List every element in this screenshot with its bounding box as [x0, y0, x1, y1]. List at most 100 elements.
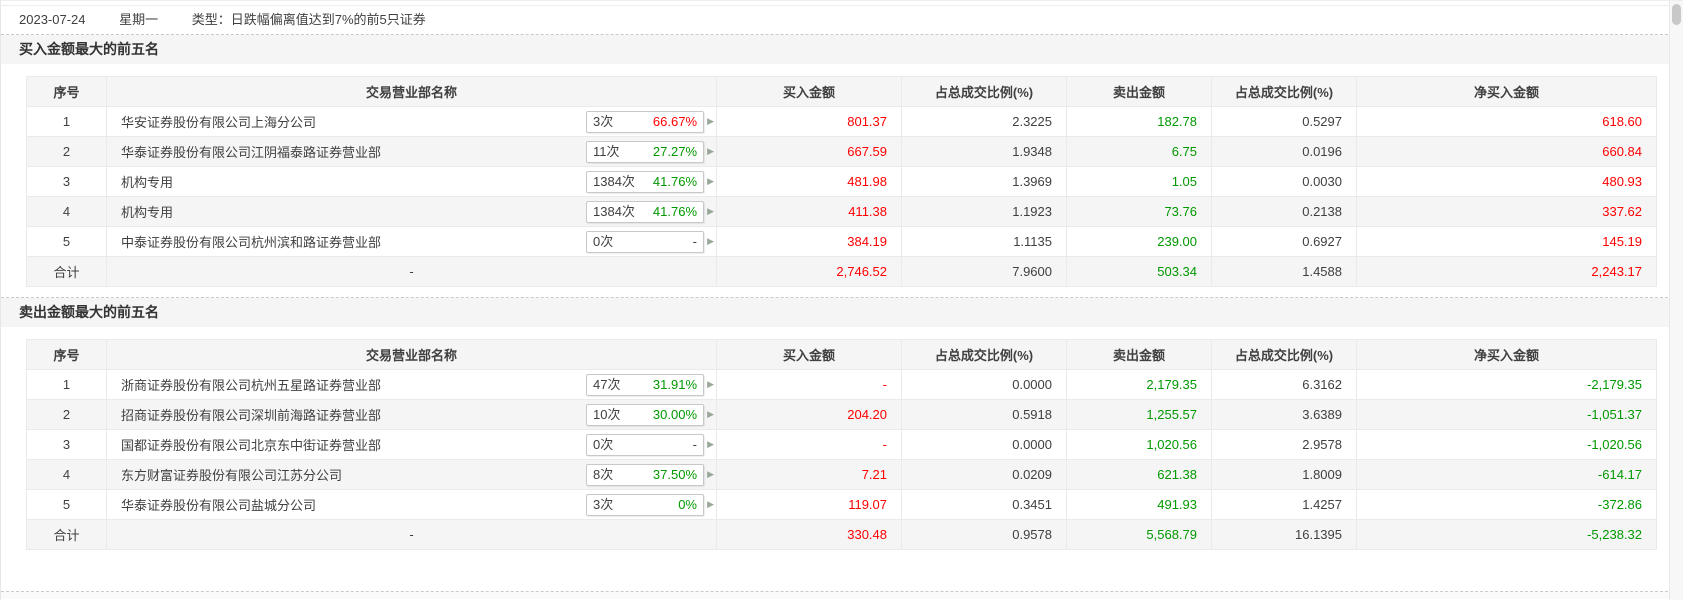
table-row: 5 中泰证券股份有限公司杭州滨和路证券营业部 0次 - ▶ 384.19 1.1135 239…: [26, 226, 1657, 257]
sell-table: 序号 交易营业部名称 买入金额 占总成交比例(%) 卖出金额 占总成交比例(%) 净买入金额…: [26, 339, 1657, 550]
badge-count: 0次: [593, 436, 614, 452]
net-amount-cell: -614.17: [1356, 459, 1657, 490]
badge-arrow-icon: ▶: [707, 145, 714, 156]
buy-amount-cell: 481.98: [716, 166, 902, 197]
sell-amount-cell: 5,568.79: [1066, 519, 1212, 550]
bottom-strip: [1, 592, 1683, 599]
badge-arrow-icon: ▶: [707, 205, 714, 216]
header-row: 序号 交易营业部名称 买入金额 占总成交比例(%) 卖出金额 占总成交比例(%) 净买入金额: [26, 339, 1657, 370]
buy-ratio-cell: 0.0209: [901, 459, 1067, 490]
appearance-count-badge[interactable]: 8次 37.50%: [586, 463, 704, 486]
sell-ratio-cell: 0.2138: [1211, 196, 1357, 227]
sell-amount-cell: 2,179.35: [1066, 369, 1212, 400]
sell-ratio-cell: 0.0030: [1211, 166, 1357, 197]
column-header: 序号: [26, 76, 107, 107]
buy-ratio-cell: 1.1135: [901, 226, 1067, 257]
badge-percent: 31.91%: [652, 376, 697, 392]
section-title-sell: 卖出金额最大的前五名: [1, 298, 1683, 327]
scrollbar-thumb[interactable]: [1672, 4, 1681, 25]
buy-ratio-cell: 0.3451: [901, 489, 1067, 520]
column-header: 卖出金额: [1066, 76, 1212, 107]
buy-amount-cell: 119.07: [716, 489, 902, 520]
buy-ratio-cell: 7.9600: [901, 256, 1067, 287]
sell-amount-cell: 1.05: [1066, 166, 1212, 197]
broker-cell: 中泰证券股份有限公司杭州滨和路证券营业部 0次 - ▶: [106, 226, 717, 257]
badge-percent: -: [692, 436, 697, 452]
appearance-count-badge[interactable]: 0次 -: [586, 230, 704, 253]
badge-arrow-icon: ▶: [707, 378, 714, 389]
sell-amount-cell: 621.38: [1066, 459, 1212, 490]
appearance-count-badge[interactable]: 1384次 41.76%: [586, 200, 704, 223]
table-row: 3 国都证券股份有限公司北京东中街证券营业部 0次 - ▶ -0.0000 1,020.56…: [26, 429, 1657, 460]
net-amount-cell: 2,243.17: [1356, 256, 1657, 287]
appearance-count-badge[interactable]: 3次 66.67%: [586, 110, 704, 133]
broker-cell: 浙商证券股份有限公司杭州五星路证券营业部 47次 31.91% ▶: [106, 369, 717, 400]
appearance-count-badge[interactable]: 47次 31.91%: [586, 373, 704, 396]
broker-name: 机构专用: [121, 205, 174, 220]
table-row: 2 招商证券股份有限公司深圳前海路证券营业部 10次 30.00% ▶ 204.20 0.5…: [26, 399, 1657, 430]
broker-name: 华泰证券股份有限公司盐城分公司: [121, 498, 317, 513]
buy-amount-cell: 667.59: [716, 136, 902, 167]
badge-percent: 41.76%: [652, 203, 697, 219]
broker-cell: 招商证券股份有限公司深圳前海路证券营业部 10次 30.00% ▶: [106, 399, 717, 430]
net-amount-cell: 480.93: [1356, 166, 1657, 197]
net-amount-cell: 145.19: [1356, 226, 1657, 257]
appearance-count-badge[interactable]: 1384次 41.76%: [586, 170, 704, 193]
sell-ratio-cell: 3.6389: [1211, 399, 1357, 430]
list-type-label: 类型：日跌幅偏离值达到7%的前5只证券: [191, 12, 426, 27]
rank-cell: 1: [26, 106, 107, 137]
sell-amount-cell: 1,255.57: [1066, 399, 1212, 430]
broker-name: 机构专用: [121, 175, 174, 190]
sell-ratio-cell: 1.8009: [1211, 459, 1357, 490]
net-amount-cell: 618.60: [1356, 106, 1657, 137]
badge-count: 1384次: [593, 173, 635, 189]
header-row: 序号 交易营业部名称 买入金额 占总成交比例(%) 卖出金额 占总成交比例(%) 净买入金额: [26, 76, 1657, 107]
buy-ratio-cell: 0.9578: [901, 519, 1067, 550]
buy-amount-cell: 801.37: [716, 106, 902, 137]
broker-name: 东方财富证券股份有限公司江苏分公司: [121, 468, 343, 483]
table-row: 5 华泰证券股份有限公司盐城分公司 3次 0% ▶ 119.07 0.3451 491.93 1…: [26, 489, 1657, 520]
rank-cell: 5: [26, 226, 107, 257]
sell-amount-cell: 503.34: [1066, 256, 1212, 287]
appearance-count-badge[interactable]: 3次 0%: [586, 493, 704, 516]
badge-count: 1384次: [593, 203, 635, 219]
scrollbar-track[interactable]: [1669, 1, 1683, 600]
sell-amount-cell: 1,020.56: [1066, 429, 1212, 460]
table-row: 3 机构专用 1384次 41.76% ▶ 481.98 1.3969 1.05 0.0030 4…: [26, 166, 1657, 197]
badge-percent: 66.67%: [652, 113, 697, 129]
buy-table-wrap: 序号 交易营业部名称 买入金额 占总成交比例(%) 卖出金额 占总成交比例(%) 净买入金额…: [1, 64, 1683, 297]
net-amount-cell: 660.84: [1356, 136, 1657, 167]
column-header: 占总成交比例(%): [901, 76, 1067, 107]
column-header: 交易营业部名称: [106, 339, 717, 370]
section-title-buy: 买入金额最大的前五名: [1, 35, 1683, 64]
net-amount-cell: -1,020.56: [1356, 429, 1657, 460]
buy-amount-cell: -: [716, 429, 902, 460]
appearance-count-badge[interactable]: 10次 30.00%: [586, 403, 704, 426]
broker-name: 中泰证券股份有限公司杭州滨和路证券营业部: [121, 235, 382, 250]
badge-percent: 37.50%: [652, 466, 697, 482]
badge-count: 47次: [593, 376, 621, 392]
buy-amount-cell: 384.19: [716, 226, 902, 257]
appearance-count-badge[interactable]: 11次 27.27%: [586, 140, 704, 163]
sell-amount-cell: 182.78: [1066, 106, 1212, 137]
broker-cell: 机构专用 1384次 41.76% ▶: [106, 166, 717, 197]
badge-percent: 27.27%: [652, 143, 697, 159]
buy-ratio-cell: 2.3225: [901, 106, 1067, 137]
buy-amount-cell: 7.21: [716, 459, 902, 490]
total-row: 合计 -2,746.52 7.9600 503.34 1.4588 2,243.17: [26, 256, 1657, 287]
total-row: 合计 -330.48 0.9578 5,568.79 16.1395 -5,238.32: [26, 519, 1657, 550]
date-bar: 2023-07-24 星期一 类型：日跌幅偏离值达到7%的前5只证券: [1, 6, 1683, 34]
net-amount-cell: -5,238.32: [1356, 519, 1657, 550]
table-row: 1 华安证券股份有限公司上海分公司 3次 66.67% ▶ 801.37 2.3225 182…: [26, 106, 1657, 137]
appearance-count-badge[interactable]: 0次 -: [586, 433, 704, 456]
sell-ratio-cell: 2.9578: [1211, 429, 1357, 460]
rank-cell: 合计: [26, 256, 107, 287]
column-header: 净买入金额: [1356, 76, 1657, 107]
dashed-divider: [1, 591, 1683, 592]
sell-ratio-cell: 16.1395: [1211, 519, 1357, 550]
broker-name: 招商证券股份有限公司深圳前海路证券营业部: [121, 408, 382, 423]
rank-cell: 4: [26, 196, 107, 227]
sell-ratio-cell: 1.4257: [1211, 489, 1357, 520]
top-divider: [1, 1, 1683, 6]
broker-name: 浙商证券股份有限公司杭州五星路证券营业部: [121, 378, 382, 393]
